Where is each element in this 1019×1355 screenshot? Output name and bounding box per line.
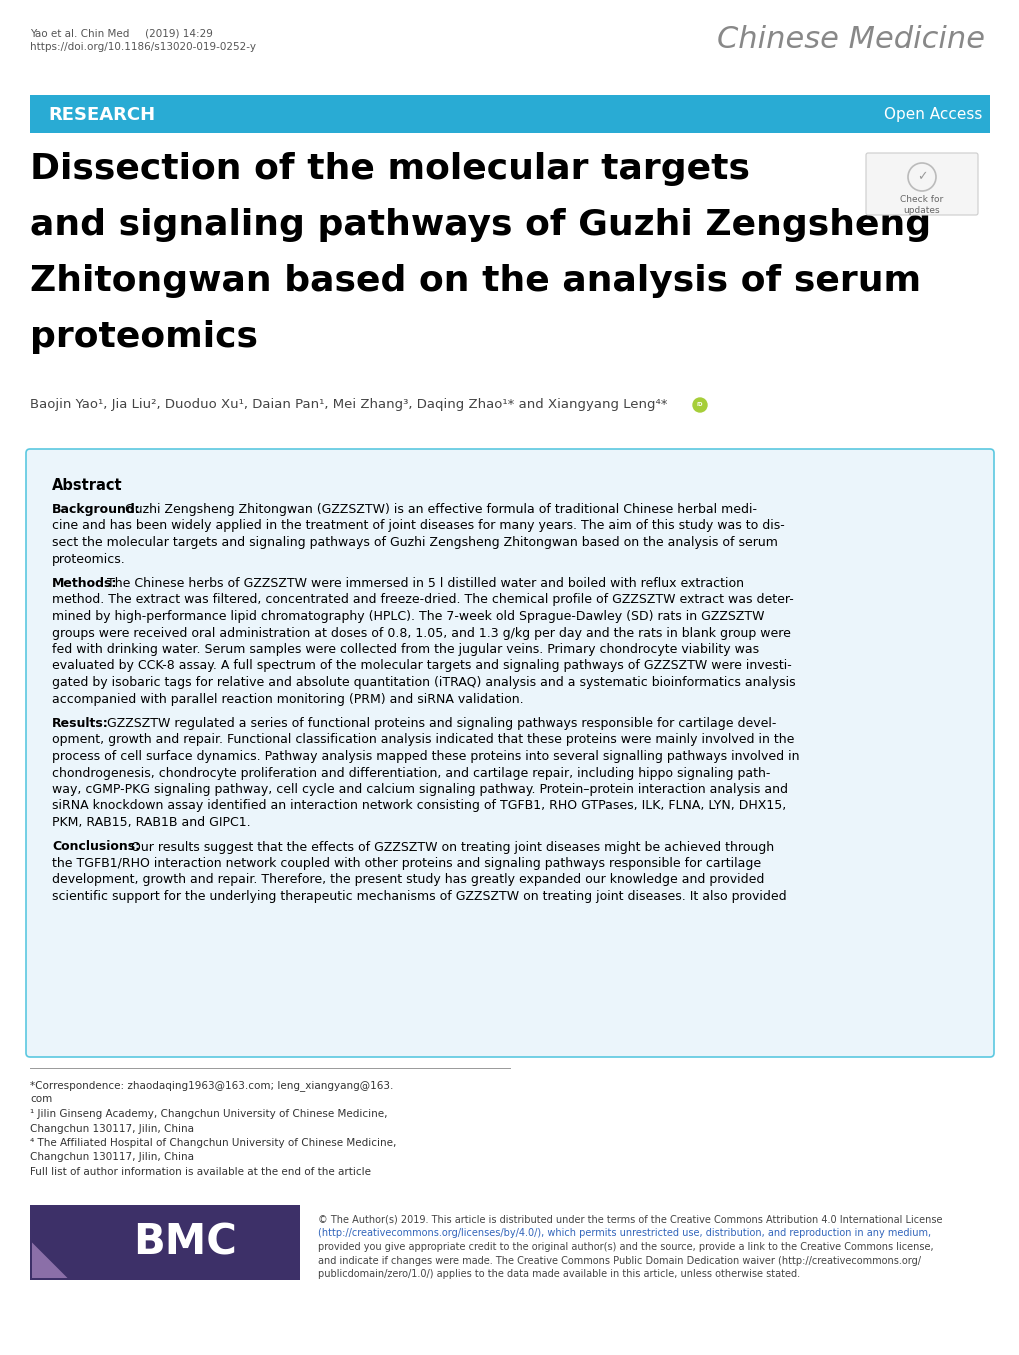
Text: Background:: Background:: [52, 503, 141, 516]
Text: © The Author(s) 2019. This article is distributed under the terms of the Creativ: © The Author(s) 2019. This article is di…: [318, 1215, 942, 1225]
Text: mined by high-performance lipid chromatography (HPLC). The 7-week old Sprague-Da: mined by high-performance lipid chromato…: [52, 610, 764, 623]
Text: com: com: [30, 1095, 52, 1104]
Text: RESEARCH: RESEARCH: [48, 106, 155, 125]
Text: and signaling pathways of Guzhi Zengsheng: and signaling pathways of Guzhi Zengshen…: [30, 209, 930, 243]
Text: the TGFB1/RHO interaction network coupled with other proteins and signaling path: the TGFB1/RHO interaction network couple…: [52, 856, 760, 870]
Text: proteomics: proteomics: [30, 320, 258, 354]
Text: publicdomain/zero/1.0/) applies to the data made available in this article, unle: publicdomain/zero/1.0/) applies to the d…: [318, 1270, 799, 1279]
Text: opment, growth and repair. Functional classification analysis indicated that the: opment, growth and repair. Functional cl…: [52, 733, 794, 747]
Text: Changchun 130117, Jilin, China: Changchun 130117, Jilin, China: [30, 1123, 194, 1134]
Text: method. The extract was filtered, concentrated and freeze-dried. The chemical pr: method. The extract was filtered, concen…: [52, 593, 793, 607]
Circle shape: [692, 398, 706, 412]
Bar: [30, 1205, 300, 1280]
Text: Guzhi Zengsheng Zhitongwan (GZZSZTW) is an effective formula of traditional Chin: Guzhi Zengsheng Zhitongwan (GZZSZTW) is …: [117, 503, 756, 516]
Text: The Chinese herbs of GZZSZTW were immersed in 5 l distilled water and boiled wit: The Chinese herbs of GZZSZTW were immers…: [99, 577, 744, 589]
Text: and indicate if changes were made. The Creative Commons Public Domain Dedication: and indicate if changes were made. The C…: [318, 1256, 920, 1266]
Text: Open Access: Open Access: [882, 107, 981, 122]
Text: Full list of author information is available at the end of the article: Full list of author information is avail…: [30, 1167, 371, 1177]
Text: sect the molecular targets and signaling pathways of Guzhi Zengsheng Zhitongwan : sect the molecular targets and signaling…: [52, 537, 777, 549]
Text: Our results suggest that the effects of GZZSZTW on treating joint diseases might: Our results suggest that the effects of …: [122, 840, 773, 854]
Text: Changchun 130117, Jilin, China: Changchun 130117, Jilin, China: [30, 1153, 194, 1163]
Text: Abstract: Abstract: [52, 478, 122, 493]
Text: ✓: ✓: [916, 171, 926, 183]
Text: Dissection of the molecular targets: Dissection of the molecular targets: [30, 152, 749, 186]
Text: Methods:: Methods:: [52, 577, 117, 589]
FancyBboxPatch shape: [25, 449, 994, 1057]
Text: ¹ Jilin Ginseng Academy, Changchun University of Chinese Medicine,: ¹ Jilin Ginseng Academy, Changchun Unive…: [30, 1108, 387, 1119]
Text: proteomics.: proteomics.: [52, 553, 125, 565]
Text: process of cell surface dynamics. Pathway analysis mapped these proteins into se: process of cell surface dynamics. Pathwa…: [52, 751, 799, 763]
Text: gated by isobaric tags for relative and absolute quantitation (iTRAQ) analysis a: gated by isobaric tags for relative and …: [52, 676, 795, 688]
Polygon shape: [32, 1243, 67, 1278]
Text: Conclusions:: Conclusions:: [52, 840, 140, 854]
Text: BMC: BMC: [132, 1221, 236, 1263]
Text: Baojin Yao¹, Jia Liu², Duoduo Xu¹, Daian Pan¹, Mei Zhang³, Daqing Zhao¹* and Xia: Baojin Yao¹, Jia Liu², Duoduo Xu¹, Daian…: [30, 398, 666, 411]
Text: GZZSZTW regulated a series of functional proteins and signaling pathways respons: GZZSZTW regulated a series of functional…: [99, 717, 775, 730]
Text: groups were received oral administration at doses of 0.8, 1.05, and 1.3 g/kg per: groups were received oral administration…: [52, 626, 790, 640]
Text: https://doi.org/10.1186/s13020-019-0252-y: https://doi.org/10.1186/s13020-019-0252-…: [30, 42, 256, 51]
Text: iD: iD: [696, 402, 702, 408]
Text: chondrogenesis, chondrocyte proliferation and differentiation, and cartilage rep: chondrogenesis, chondrocyte proliferatio…: [52, 767, 769, 779]
Text: *Correspondence: zhaodaqing1963@163.com; leng_xiangyang@163.: *Correspondence: zhaodaqing1963@163.com;…: [30, 1080, 393, 1091]
Text: provided you give appropriate credit to the original author(s) and the source, p: provided you give appropriate credit to …: [318, 1243, 932, 1252]
Text: way, cGMP-PKG signaling pathway, cell cycle and calcium signaling pathway. Prote: way, cGMP-PKG signaling pathway, cell cy…: [52, 783, 788, 795]
Text: Zhitongwan based on the analysis of serum: Zhitongwan based on the analysis of seru…: [30, 264, 920, 298]
Text: siRNA knockdown assay identified an interaction network consisting of TGFB1, RHO: siRNA knockdown assay identified an inte…: [52, 799, 786, 813]
Text: cine and has been widely applied in the treatment of joint diseases for many yea: cine and has been widely applied in the …: [52, 519, 784, 533]
Text: development, growth and repair. Therefore, the present study has greatly expande: development, growth and repair. Therefor…: [52, 874, 763, 886]
Text: fed with drinking water. Serum samples were collected from the jugular veins. Pr: fed with drinking water. Serum samples w…: [52, 644, 758, 656]
Text: ⁴ The Affiliated Hospital of Changchun University of Chinese Medicine,: ⁴ The Affiliated Hospital of Changchun U…: [30, 1138, 396, 1148]
Text: Chinese Medicine: Chinese Medicine: [716, 24, 984, 54]
Text: PKM, RAB15, RAB1B and GIPC1.: PKM, RAB15, RAB1B and GIPC1.: [52, 816, 251, 829]
Text: evaluated by CCK-8 assay. A full spectrum of the molecular targets and signaling: evaluated by CCK-8 assay. A full spectru…: [52, 660, 791, 672]
Text: Results:: Results:: [52, 717, 109, 730]
FancyBboxPatch shape: [865, 153, 977, 215]
Text: accompanied with parallel reaction monitoring (PRM) and siRNA validation.: accompanied with parallel reaction monit…: [52, 692, 523, 706]
Text: Check for
updates: Check for updates: [900, 195, 943, 215]
Text: (http://creativecommons.org/licenses/by/4.0/), which permits unrestricted use, d: (http://creativecommons.org/licenses/by/…: [318, 1229, 930, 1238]
Text: scientific support for the underlying therapeutic mechanisms of GZZSZTW on treat: scientific support for the underlying th…: [52, 890, 786, 902]
Text: Yao et al. Chin Med   (2019) 14:29: Yao et al. Chin Med (2019) 14:29: [30, 28, 213, 38]
FancyBboxPatch shape: [30, 95, 989, 133]
